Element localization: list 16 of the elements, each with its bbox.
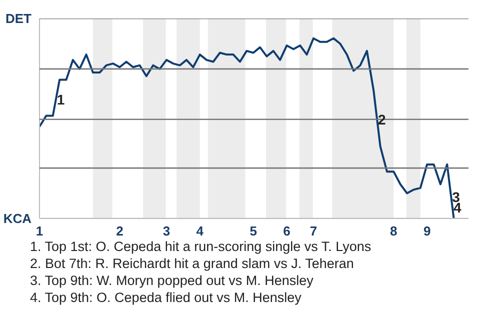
x-tick-label: 6 [283, 224, 290, 238]
annotation: 1 [56, 92, 65, 108]
x-tick-label: 2 [116, 224, 124, 238]
ref-line-label: DET [6, 11, 32, 26]
ref-line-label: KCA [3, 211, 32, 226]
text: 1. Top 1st: O. Cepeda hit a run-scoring single vs T. Lyons [30, 239, 372, 254]
text: 2. Bot 7th: R. Reichardt hit a grand slam vs J. Teheran [30, 256, 354, 271]
x-tick-label: 1 [36, 224, 44, 238]
x-tick-label: 5 [250, 224, 257, 238]
text: 3. Top 9th: W. Moryn popped out vs M. Hensley [30, 273, 314, 288]
text: 4. Top 9th: O. Cepeda flied out vs M. Hensley [30, 290, 302, 305]
x-tick-label: 8 [390, 224, 398, 238]
x-tick-label: 3 [162, 224, 170, 238]
x-tick-label: 7 [310, 224, 318, 238]
x-tick-label: 4 [196, 224, 204, 238]
x-tick-label: 9 [423, 224, 431, 238]
